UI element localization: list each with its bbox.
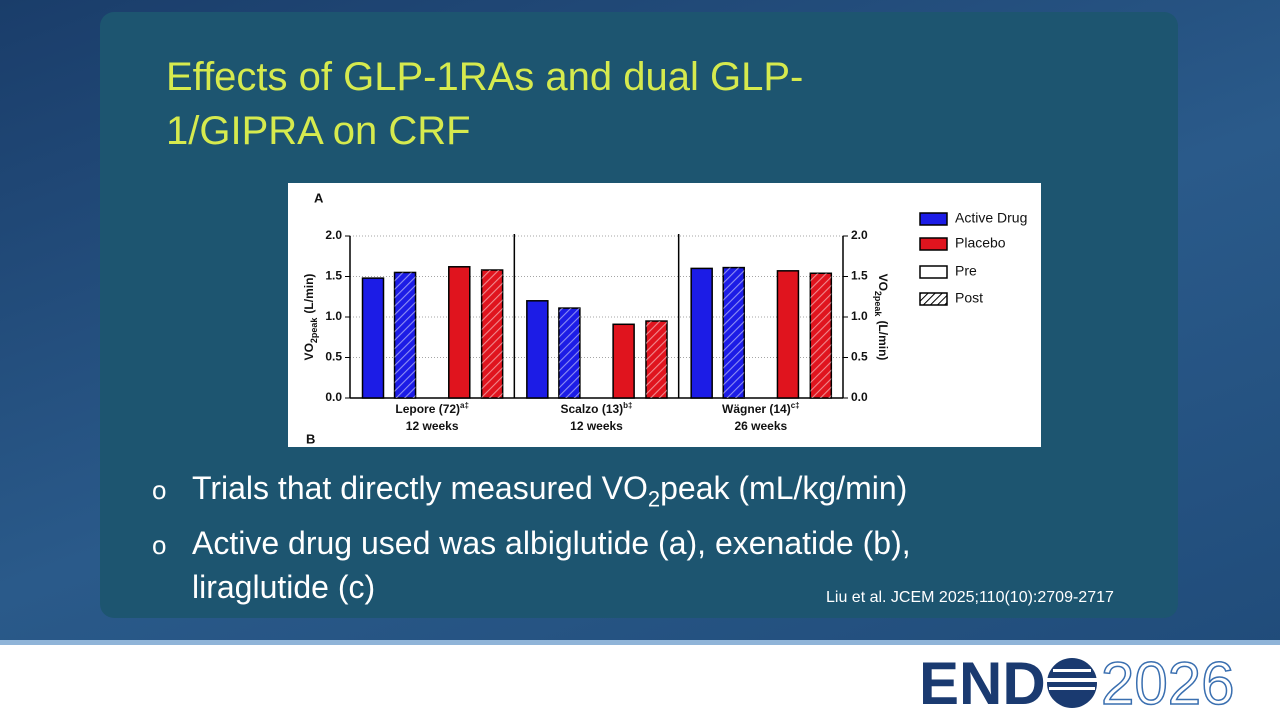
legend-label: Pre (955, 263, 977, 279)
x-tick-label: Wägner (14)c‡ (722, 401, 800, 417)
chart: A B VO2peak(L/min) VO2peak(L/min) 0.00.5… (288, 183, 1041, 447)
bar-hatch (645, 321, 667, 398)
panel-label: A (314, 190, 324, 205)
bar-hatch (481, 270, 503, 398)
y-tick-label: 0.5 (325, 350, 342, 364)
y2-tick-label: 0.5 (851, 350, 868, 364)
bar-hatch (558, 308, 580, 398)
title-line: 1/GIPRA on CRF (166, 109, 471, 153)
label-part: 2peak (309, 317, 319, 344)
bullet-sub: 2 (647, 486, 661, 512)
label-part: Wägner (14) (722, 402, 791, 416)
logo-text: 2026 (1101, 652, 1234, 714)
citation: Liu et al. JCEM 2025;110(10):2709-2717 (826, 589, 1114, 606)
label-part: Lepore (72) (395, 402, 460, 416)
legend-swatch (919, 265, 948, 279)
y-tick-label: 1.5 (325, 269, 342, 283)
x-tick-label: Scalzo (13)b‡ (560, 401, 632, 417)
y2-tick-label: 0.0 (851, 390, 868, 404)
bullet-text: Trials that directly measured VO (192, 470, 648, 506)
slide-title: Effects of GLP-1RAs and dual GLP- 1/GIPR… (166, 50, 803, 158)
panel-label: B (306, 431, 315, 446)
logo-globe (1047, 658, 1097, 708)
label-sup: b‡ (623, 401, 632, 410)
bullet-list: Trials that directly measured VO2peak (m… (152, 466, 1022, 609)
label-part: VO (302, 343, 316, 360)
bar (776, 270, 800, 399)
title-line: Effects of GLP-1RAs and dual GLP- (166, 55, 804, 99)
legend-label: Placebo (955, 235, 1006, 251)
legend-swatch (919, 237, 948, 251)
bar (690, 267, 713, 399)
label-part: VO (876, 274, 890, 291)
bar (612, 323, 635, 399)
bar (448, 266, 471, 399)
y2-tick-label: 1.0 (851, 309, 868, 323)
y-tick-label: 2.0 (325, 228, 342, 242)
bar-hatch (810, 273, 832, 398)
logo-text: END (919, 652, 1046, 714)
y2-axis-label: VO2peak (L/min) (873, 274, 890, 361)
bullet: Trials that directly measured VO2peak (m… (152, 466, 1022, 521)
logo: END 2026 (919, 652, 1235, 714)
bar (526, 300, 549, 399)
legend-swatch (919, 212, 948, 226)
legend-label: Active Drug (955, 210, 1027, 226)
y-axis-label: VO2peak (L/min) (302, 274, 319, 361)
bullet-text: Active drug used was albiglutide (a), ex… (192, 525, 911, 606)
legend-swatch (919, 292, 948, 306)
label-part: 2peak (873, 291, 883, 318)
x-tick-sublabel: 26 weeks (734, 419, 787, 433)
y-tick-label: 0.0 (325, 390, 342, 404)
x-tick-label: Lepore (72)a‡ (395, 401, 469, 417)
legend-label: Post (955, 290, 983, 306)
label-sup: c‡ (791, 401, 800, 410)
y-tick-label: 1.0 (325, 309, 342, 323)
label-part: (L/min) (302, 274, 316, 314)
bar (361, 277, 385, 399)
label-part: (L/min) (876, 320, 890, 360)
label-sup: a‡ (460, 401, 469, 410)
bar-hatch (394, 272, 416, 398)
label-part: Scalzo (13) (560, 402, 623, 416)
bar-hatch (723, 267, 745, 398)
bullet: Active drug used was albiglutide (a), ex… (152, 521, 1022, 609)
x-tick-sublabel: 12 weeks (406, 419, 459, 433)
y2-tick-label: 1.5 (851, 269, 868, 283)
bullet-text: peak (mL/kg/min) (660, 470, 908, 506)
y2-tick-label: 2.0 (851, 228, 868, 242)
x-tick-sublabel: 12 weeks (570, 419, 623, 433)
